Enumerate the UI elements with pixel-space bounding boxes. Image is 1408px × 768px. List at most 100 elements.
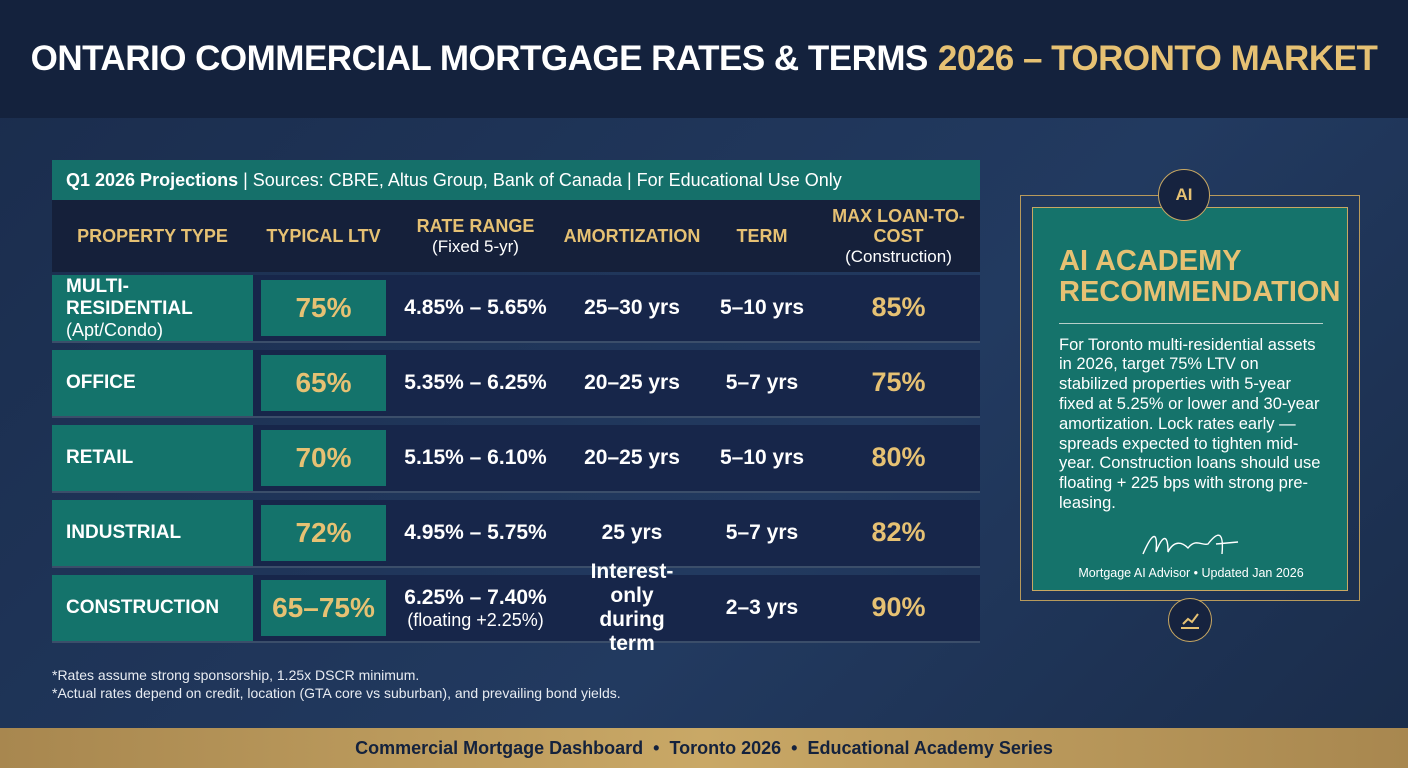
rate: 4.85% – 5.65% bbox=[404, 295, 547, 319]
type: CONSTRUCTION bbox=[66, 597, 220, 619]
max_ltc: 85% bbox=[871, 292, 926, 323]
type-cell: CONSTRUCTION bbox=[52, 575, 253, 641]
header-cell: PROPERTY TYPE bbox=[52, 200, 253, 272]
amortization: 25 yrs bbox=[601, 520, 663, 544]
amortization: 25–30 yrs bbox=[584, 295, 680, 319]
caption-text: | Sources: CBRE, Altus Group, Bank of Ca… bbox=[243, 170, 842, 190]
badge-label: AI bbox=[1175, 185, 1193, 204]
max_ltc-cell: 90% bbox=[817, 575, 980, 641]
type-cell: INDUSTRIAL bbox=[52, 500, 253, 566]
ltv: 70% bbox=[295, 441, 352, 473]
rate: 5.35% – 6.25% bbox=[404, 370, 547, 394]
rate-cell: 5.35% – 6.25% bbox=[394, 350, 557, 416]
amortization: Interest-only during term bbox=[590, 559, 674, 656]
panel-body: For Toronto multi-residential assets in … bbox=[1059, 335, 1321, 512]
header-cell: TERM bbox=[707, 200, 817, 272]
panel-caption: Mortgage AI Advisor • Updated Jan 2026 bbox=[1078, 566, 1304, 580]
term: 2–3 yrs bbox=[725, 595, 799, 619]
max_ltc: 80% bbox=[871, 442, 926, 473]
header-note: (Fixed 5-yr) bbox=[432, 236, 519, 256]
header-label: TYPICAL LTV bbox=[266, 225, 381, 246]
header-cell: MAX LOAN-TO-COST (Construction) bbox=[817, 200, 980, 272]
term-cell: 5–7 yrs bbox=[707, 350, 817, 416]
rate: 5.15% – 6.10% bbox=[404, 445, 547, 469]
footer-item: Educational Academy Series bbox=[807, 737, 1053, 758]
term: 5–7 yrs bbox=[725, 520, 799, 544]
header-cell: RATE RANGE (Fixed 5-yr) bbox=[394, 200, 557, 272]
header-label: MAX LOAN-TO-COST bbox=[832, 205, 965, 247]
term: 5–7 yrs bbox=[725, 370, 799, 394]
chart-badge bbox=[1168, 598, 1212, 642]
type-cell: OFFICE bbox=[52, 350, 253, 416]
divider bbox=[1059, 322, 1323, 324]
rate-cell: 6.25% – 7.40% (floating +2.25%) bbox=[394, 575, 557, 641]
table-row: INDUSTRIAL 72% 4.95% – 5.75% 25 yrs 5–7 yrs 8… bbox=[52, 500, 980, 568]
title-bar: ONTARIO COMMERCIAL MORTGAGE RATES & TERM… bbox=[0, 0, 1408, 118]
title-highlight: 2026 – TORONTO MARKET bbox=[937, 39, 1378, 78]
header-note: (Construction) bbox=[845, 246, 952, 266]
header-cell: TYPICAL LTV bbox=[253, 200, 394, 272]
caption-bold: Q1 2026 Projections bbox=[66, 170, 239, 190]
rate-note: (floating +2.25%) bbox=[407, 609, 544, 630]
rate-cell: 4.95% – 5.75% bbox=[394, 500, 557, 566]
recommendation-panel: AI ACADEMY RECOMMENDATION For Toronto mu… bbox=[1032, 207, 1348, 591]
amortization-cell: Interest-only during term bbox=[557, 560, 707, 655]
ltv-cell: 72% bbox=[261, 505, 386, 561]
ltv-cell: 75% bbox=[261, 280, 386, 336]
rate-cell: 4.85% – 5.65% bbox=[394, 275, 557, 341]
ltv-cell: 65% bbox=[261, 355, 386, 411]
term: 5–10 yrs bbox=[719, 445, 805, 469]
table-header: PROPERTY TYPE TYPICAL LTV RATE RANGE (Fixed… bbox=[52, 200, 980, 272]
panel-title: AI ACADEMY RECOMMENDATION bbox=[1059, 245, 1341, 309]
max_ltc-cell: 80% bbox=[817, 425, 980, 491]
badge-icon bbox=[1181, 613, 1199, 629]
footer-item: Commercial Mortgage Dashboard bbox=[355, 737, 644, 758]
ltv: 72% bbox=[295, 516, 352, 548]
amortization-cell: 20–25 yrs bbox=[557, 350, 707, 416]
title: ONTARIO COMMERCIAL MORTGAGE RATES & TERM… bbox=[30, 39, 929, 78]
rate: 4.95% – 5.75% bbox=[404, 520, 547, 544]
max_ltc-cell: 82% bbox=[817, 500, 980, 566]
amortization-cell: 25–30 yrs bbox=[557, 275, 707, 341]
footnote: *Rates assume strong sponsorship, 1.25x … bbox=[52, 667, 420, 683]
type: INDUSTRIAL bbox=[66, 522, 182, 544]
max_ltc: 82% bbox=[871, 517, 926, 548]
header-label: TERM bbox=[736, 225, 788, 246]
max_ltc-cell: 85% bbox=[817, 275, 980, 341]
table-caption: Q1 2026 Projections | Sources: CBRE, Altu… bbox=[52, 160, 980, 200]
table-row: OFFICE 65% 5.35% – 6.25% 20–25 yrs 5–7 yrs 75… bbox=[52, 350, 980, 418]
footer-item: Toronto 2026 bbox=[669, 737, 782, 758]
type-cell: RETAIL bbox=[52, 425, 253, 491]
amortization-cell: 20–25 yrs bbox=[557, 425, 707, 491]
signature bbox=[1142, 534, 1239, 555]
type: RETAIL bbox=[66, 447, 134, 469]
term-cell: 5–10 yrs bbox=[707, 275, 817, 341]
term-cell: 5–10 yrs bbox=[707, 425, 817, 491]
amortization: 20–25 yrs bbox=[584, 370, 680, 394]
max_ltc: 75% bbox=[871, 367, 926, 398]
header-cell: AMORTIZATION bbox=[557, 200, 707, 272]
term-cell: 5–7 yrs bbox=[707, 500, 817, 566]
header-label: AMORTIZATION bbox=[563, 225, 701, 246]
ai-badge: AI bbox=[1158, 169, 1210, 221]
footnotes: *Rates assume strong sponsorship, 1.25x … bbox=[52, 666, 621, 702]
header-label: RATE RANGE bbox=[416, 215, 535, 236]
rate-cell: 5.15% – 6.10% bbox=[394, 425, 557, 491]
amortization: 20–25 yrs bbox=[584, 445, 680, 469]
type: OFFICE bbox=[66, 372, 136, 394]
max_ltc-cell: 75% bbox=[817, 350, 980, 416]
type: MULTI-RESIDENTIAL bbox=[66, 275, 193, 319]
ltv: 65–75% bbox=[272, 591, 375, 623]
footer: Commercial Mortgage Dashboard • Toronto 2… bbox=[0, 728, 1408, 768]
rate: 6.25% – 7.40% bbox=[404, 585, 547, 609]
type-cell: MULTI-RESIDENTIAL (Apt/Condo) bbox=[52, 275, 253, 341]
separator: • bbox=[653, 737, 660, 758]
ltv: 65% bbox=[295, 366, 352, 398]
ltv-cell: 65–75% bbox=[261, 580, 386, 636]
table-row: CONSTRUCTION 65–75% 6.25% – 7.40% (floating… bbox=[52, 560, 980, 655]
ltv-cell: 70% bbox=[261, 430, 386, 486]
max_ltc: 90% bbox=[871, 592, 926, 623]
table-row: MULTI-RESIDENTIAL (Apt/Condo) 75% 4.85% – 5… bbox=[52, 275, 980, 343]
ltv: 75% bbox=[295, 291, 352, 323]
